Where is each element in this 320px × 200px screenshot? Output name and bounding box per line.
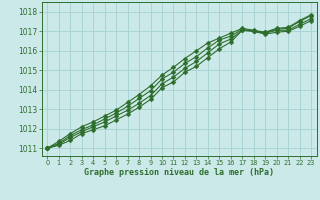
X-axis label: Graphe pression niveau de la mer (hPa): Graphe pression niveau de la mer (hPa)	[84, 168, 274, 177]
